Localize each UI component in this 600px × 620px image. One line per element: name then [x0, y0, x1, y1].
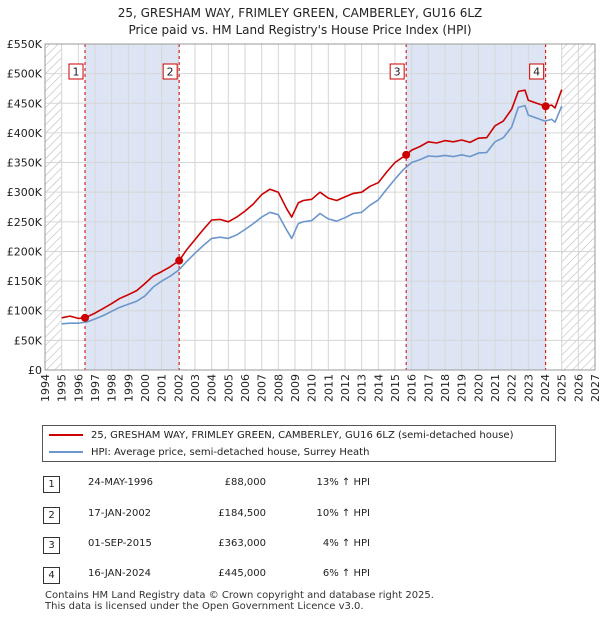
x-tick-label: 2012: [339, 374, 352, 402]
ownership-shade: [85, 44, 180, 370]
y-tick-label: £0: [28, 364, 42, 377]
transaction-hpi: 4% ↑ HPI: [322, 538, 370, 549]
marker-box: 4: [43, 567, 60, 584]
x-tick-label: 2006: [239, 374, 252, 402]
sale-number-label: 3: [394, 66, 401, 79]
sale-number-label: 2: [167, 66, 174, 79]
x-tick-label: 2007: [256, 374, 269, 402]
x-tick-label: 2020: [472, 374, 485, 402]
x-tick-label: 2025: [556, 374, 569, 402]
x-tick-label: 1997: [89, 374, 102, 402]
sale-point: [402, 150, 411, 159]
transaction-date: 24-MAY-1996: [88, 477, 154, 488]
y-tick-label: £50K: [14, 334, 43, 347]
plot-frame: [44, 43, 596, 371]
x-tick-label: 2018: [439, 374, 452, 402]
chart-subtitle: Price paid vs. HM Land Registry's House …: [128, 23, 472, 37]
transaction-price: £445,000: [218, 568, 266, 579]
marker-box: 3: [43, 537, 60, 554]
x-tick-label: 2010: [306, 374, 319, 402]
transaction-date: 17-JAN-2002: [88, 508, 152, 519]
x-tick-label: 2024: [539, 374, 552, 402]
y-tick-label: £500K: [7, 68, 43, 81]
x-tick-label: 2002: [172, 374, 185, 402]
sale-number-box: [162, 63, 178, 80]
transaction-price: £88,000: [224, 477, 266, 488]
x-tick-label: 1994: [39, 374, 52, 402]
sale-point: [541, 102, 550, 111]
x-tick-label: 2003: [189, 374, 202, 402]
transaction-price: £184,500: [218, 508, 266, 519]
x-tick-label: 2001: [156, 374, 169, 402]
legend-item-property: 25, GRESHAM WAY, FRIMLEY GREEN, CAMBERLE…: [49, 427, 514, 443]
legend-swatch-property: [49, 434, 83, 436]
sale-number-box: [389, 63, 405, 80]
x-tick-label: 2015: [389, 374, 402, 402]
footer-licence: This data is licensed under the Open Gov…: [45, 601, 364, 612]
legend-label-hpi: HPI: Average price, semi-detached house,…: [91, 446, 370, 458]
footer: Contains HM Land Registry data © Crown c…: [45, 590, 434, 612]
y-tick-label: £100K: [7, 305, 43, 318]
legend: 25, GRESHAM WAY, FRIMLEY GREEN, CAMBERLE…: [42, 425, 556, 462]
footer-copyright: Contains HM Land Registry data © Crown c…: [45, 590, 434, 601]
property-price-line: [61, 89, 563, 320]
x-tick-label: 2008: [272, 374, 285, 402]
sale-point: [81, 313, 89, 322]
y-tick-label: £450K: [7, 97, 43, 110]
x-tick-label: 2013: [356, 374, 369, 402]
x-tick-label: 2009: [289, 374, 302, 402]
sale-number-box: [68, 63, 84, 80]
x-tick-label: 2011: [322, 374, 335, 402]
sale-number-box: [529, 63, 545, 80]
transaction-hpi: 10% ↑ HPI: [316, 508, 370, 519]
transaction-price: £363,000: [218, 538, 266, 549]
chart-title: 25, GRESHAM WAY, FRIMLEY GREEN, CAMBERLE…: [117, 6, 483, 20]
x-tick-label: 1996: [72, 374, 85, 402]
x-tick-label: 2021: [489, 374, 502, 402]
legend-swatch-hpi: [49, 451, 83, 453]
x-tick-label: 2004: [206, 374, 219, 402]
x-tick-label: 1998: [106, 374, 119, 402]
transaction-date: 16-JAN-2024: [88, 568, 152, 579]
x-tick-label: 2014: [372, 374, 385, 402]
marker-box: 1: [43, 476, 60, 493]
x-tick-label: 2019: [456, 374, 469, 402]
y-tick-label: £350K: [7, 157, 43, 170]
marker-box: 2: [43, 507, 60, 524]
y-tick-label: £150K: [7, 275, 43, 288]
sale-number-label: 4: [533, 66, 540, 79]
ownership-shade: [406, 44, 546, 370]
sale-number-label: 1: [73, 66, 80, 79]
y-tick-label: £400K: [7, 127, 43, 140]
x-tick-label: 2016: [406, 374, 419, 402]
transaction-date: 01-SEP-2015: [88, 538, 152, 549]
transaction-hpi: 13% ↑ HPI: [316, 477, 370, 488]
transaction-hpi: 6% ↑ HPI: [322, 568, 370, 579]
y-tick-label: £550K: [7, 38, 43, 51]
legend-item-hpi: HPI: Average price, semi-detached house,…: [49, 444, 369, 460]
x-tick-label: 2000: [139, 374, 152, 402]
x-tick-label: 2026: [572, 374, 585, 402]
y-tick-label: £250K: [7, 216, 43, 229]
price-chart: 1 2 3 4 £0 £50K £100K £150K £200K £250K £300K £350K…: [7, 38, 600, 402]
y-tick-label: £300K: [7, 186, 43, 199]
y-tick-label: £200K: [7, 245, 43, 258]
x-tick-label: 1999: [122, 374, 135, 402]
hpi-line: [61, 104, 563, 325]
x-tick-label: 2027: [589, 374, 600, 402]
x-tick-label: 2022: [506, 374, 519, 402]
x-tick-label: 2023: [522, 374, 535, 402]
pre-data-hatch: [45, 44, 62, 370]
legend-label-property: 25, GRESHAM WAY, FRIMLEY GREEN, CAMBERLE…: [91, 429, 514, 441]
x-tick-label: 2005: [222, 374, 235, 402]
x-tick-label: 1995: [56, 374, 69, 402]
sale-point: [175, 256, 184, 265]
x-tick-label: 2017: [422, 374, 435, 402]
